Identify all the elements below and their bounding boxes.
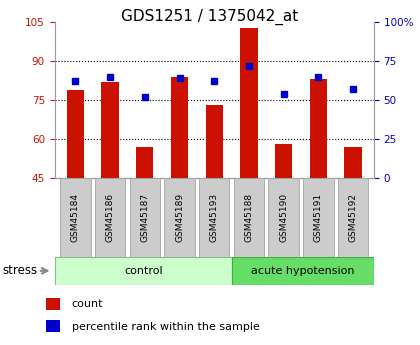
Text: count: count <box>71 299 103 309</box>
Text: GSM45186: GSM45186 <box>105 193 115 242</box>
Bar <box>46 298 60 310</box>
Bar <box>55 257 232 285</box>
Bar <box>46 320 60 332</box>
Text: acute hypotension: acute hypotension <box>251 266 354 276</box>
Bar <box>310 79 327 178</box>
FancyBboxPatch shape <box>303 178 333 257</box>
Text: GSM45184: GSM45184 <box>71 193 80 242</box>
Text: GSM45187: GSM45187 <box>140 193 149 242</box>
Text: GSM45191: GSM45191 <box>314 193 323 242</box>
Text: GSM45190: GSM45190 <box>279 193 288 242</box>
Bar <box>240 28 257 178</box>
Text: GSM45189: GSM45189 <box>175 193 184 242</box>
FancyBboxPatch shape <box>164 178 195 257</box>
FancyBboxPatch shape <box>60 178 91 257</box>
FancyBboxPatch shape <box>95 178 126 257</box>
Bar <box>205 105 223 178</box>
Bar <box>102 82 119 178</box>
Bar <box>344 147 362 178</box>
Text: GSM45192: GSM45192 <box>349 193 357 242</box>
Bar <box>232 257 374 285</box>
Text: GDS1251 / 1375042_at: GDS1251 / 1375042_at <box>121 9 299 25</box>
Text: GSM45188: GSM45188 <box>244 193 253 242</box>
FancyBboxPatch shape <box>268 178 299 257</box>
Text: GSM45193: GSM45193 <box>210 193 219 242</box>
Text: percentile rank within the sample: percentile rank within the sample <box>71 322 260 332</box>
Bar <box>171 77 188 178</box>
Bar <box>275 144 292 178</box>
FancyBboxPatch shape <box>338 178 368 257</box>
FancyBboxPatch shape <box>234 178 264 257</box>
FancyBboxPatch shape <box>199 178 229 257</box>
Text: control: control <box>124 266 163 276</box>
Bar <box>136 147 153 178</box>
Bar <box>67 90 84 178</box>
Text: stress: stress <box>2 264 37 277</box>
FancyBboxPatch shape <box>129 178 160 257</box>
